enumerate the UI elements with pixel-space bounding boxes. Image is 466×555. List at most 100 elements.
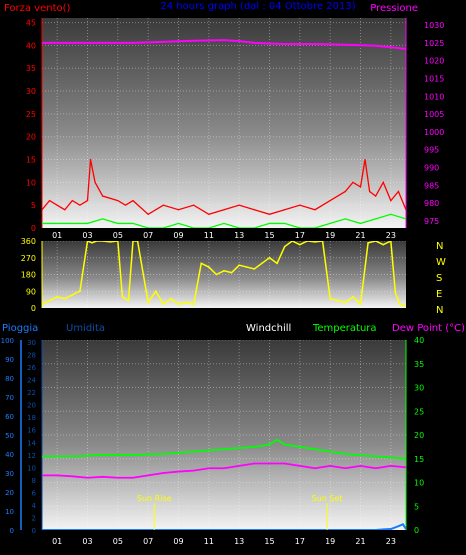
wind_max-series [42,159,406,216]
wind-direction-point [101,241,104,242]
dewpoint-legend: Dew Point (°C) [392,323,465,334]
hour-tick-label: 03 [82,537,92,546]
wind_avg-point [208,227,210,228]
wind-direction-point [185,301,187,304]
humidity-tick-label: 16 [27,427,36,435]
pressure-point [238,40,240,42]
pressure-tick-label: 1005 [424,110,444,119]
wind_max-point [314,209,316,211]
humidity-tick-label: 2 [32,514,36,522]
hour-tick-label: 05 [113,231,123,240]
dew_point-point [253,462,256,465]
wind-direction-point [382,243,385,246]
humidity-tick-label: 18 [27,414,36,422]
rain-tick-label: 100 [1,337,14,345]
temperature-tick-label: 15 [414,455,424,464]
wind_max-point [268,213,271,215]
wind_max-point [375,195,377,197]
wind-tick-label: 20 [26,133,36,142]
pressure-tick-label: 975 [424,217,439,226]
wind-direction-point [352,296,354,298]
wind-direction-point [192,303,195,306]
sun-annotation-label: Sun Set [312,494,343,503]
dew_point-point [147,474,149,477]
wind-direction-point [253,268,256,270]
wind_avg-point [268,222,271,225]
dew_point-point [268,462,271,465]
rain-point [397,525,400,527]
rain-point [405,528,406,530]
pressure-point [375,45,377,47]
wind-direction-point [136,241,139,242]
wind-tick-label: 45 [26,19,36,28]
wind-direction-point [117,241,119,242]
wind_max-point [364,158,366,161]
dew_point-point [314,467,316,469]
rain-point [382,528,384,530]
dew_point-point [56,474,58,477]
humidity-point [292,329,293,330]
dew_point-point [405,466,406,468]
wind-direction-point [71,294,74,296]
humidity-point [329,313,330,314]
temperature-tick-label: 25 [414,407,424,416]
temperature-point [162,453,165,455]
humidity-tick-label: 6 [32,489,37,497]
temperature-tick-label: 5 [414,502,419,511]
wind-direction-point [56,296,58,298]
wind-pressure-plot-area [42,18,406,228]
wind_avg-point [42,222,43,225]
temperature-series [42,438,406,460]
wind-direction-point [329,297,331,300]
wind-direction-point [109,241,112,243]
rain-tick-label: 0 [10,527,14,535]
wind-direction-point [162,303,165,306]
wind_avg-point [86,222,89,225]
temperature-point [314,448,316,450]
temperature-point [253,446,256,448]
wind-direction-point [147,301,149,304]
dew_point-point [359,465,362,467]
humidity-tick-label: 4 [32,502,37,510]
wind_avg-point [299,227,301,228]
wind_avg-point [147,227,149,228]
humidity-tick-label: 30 [27,339,36,347]
wind-direction-point [276,262,278,265]
wind_max-point [299,204,301,206]
wind_avg-point [223,222,225,225]
hour-tick-label: 17 [295,537,305,546]
wind_max-point [344,190,346,193]
wind-tick-label: 0 [31,224,36,233]
wind_max-point [48,200,51,202]
wind-direction-point [359,303,362,306]
wind_avg-point [177,222,180,225]
wind_max-point [284,209,286,211]
dew_point-point [299,465,301,467]
wind_max-point [238,204,240,206]
pressure-tick-label: 1015 [424,75,444,84]
wind_max-point [102,195,104,197]
pressure-tick-label: 985 [424,181,439,190]
pressure-tick-label: 995 [424,146,439,155]
dew_point-point [390,465,392,467]
dew_point-point [86,477,89,479]
compass-label: S [436,273,442,284]
wind_avg-point [56,222,58,225]
humidity-tick-label: 28 [27,352,36,360]
wind_max-point [193,204,195,206]
wind_avg-point [193,227,195,228]
dew_point-point [162,472,165,474]
wind-direction-point [261,262,263,265]
rain-tick-label: 50 [5,432,14,440]
wind_avg-point [71,222,73,225]
hour-tick-label: 01 [52,537,62,546]
humidity-point [360,316,361,317]
temperature-legend: Temperatura [312,323,377,334]
wind_max-point [79,204,81,206]
wind-direction-point [208,266,210,268]
compass-label: N [436,241,443,252]
wind_avg-point [284,222,286,225]
compass-label: E [436,289,442,300]
temperature-point [374,455,377,458]
